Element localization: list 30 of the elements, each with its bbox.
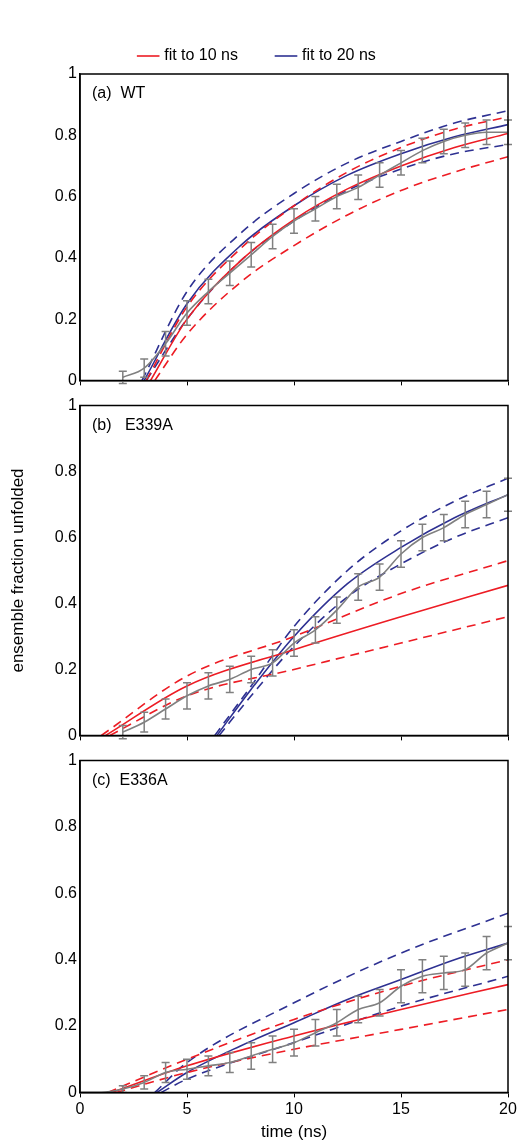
y-tick-label: 1 [68,64,78,82]
legend-label: fit to 20 ns [302,46,376,64]
x-tick-label: 10 [285,1100,303,1118]
y-tick-label: 0.6 [54,527,78,545]
line-series [107,958,508,1093]
y-tick-label: 0.2 [54,309,78,327]
y-tick-label: 0.8 [54,125,78,143]
y-tick-label: 0 [68,725,78,743]
y-tick-label: 0.2 [54,1016,78,1034]
y-tick-label: 0 [68,1082,78,1100]
x-tick-label: 15 [392,1100,410,1118]
x-tick-label: 5 [182,1100,192,1118]
y-tick-label: 1 [68,751,78,769]
y-tick-label: 0.6 [54,883,78,901]
y-tick-label: 0.4 [54,593,78,611]
y-tick-label: 0.4 [54,950,78,968]
y-tick-label: 0.2 [54,659,78,677]
y-tick-label: 0.8 [54,817,78,835]
annotation: (a) WT [92,84,146,102]
x-axis-title: time (ns) [260,1122,328,1142]
y-axis-title: ensemble fraction unfolded [7,468,27,673]
x-tick-label: 20 [499,1100,517,1118]
y-tick-label: 0.8 [54,461,78,479]
annotation: (c) E336A [92,771,168,789]
annotation: (b) E339A [92,416,174,434]
y-tick-label: 0.6 [54,186,78,204]
y-tick-label: 0 [68,370,78,388]
legend-label: fit to 10 ns [164,46,239,64]
y-tick-label: 0.4 [54,248,78,266]
y-tick-label: 1 [68,396,78,414]
